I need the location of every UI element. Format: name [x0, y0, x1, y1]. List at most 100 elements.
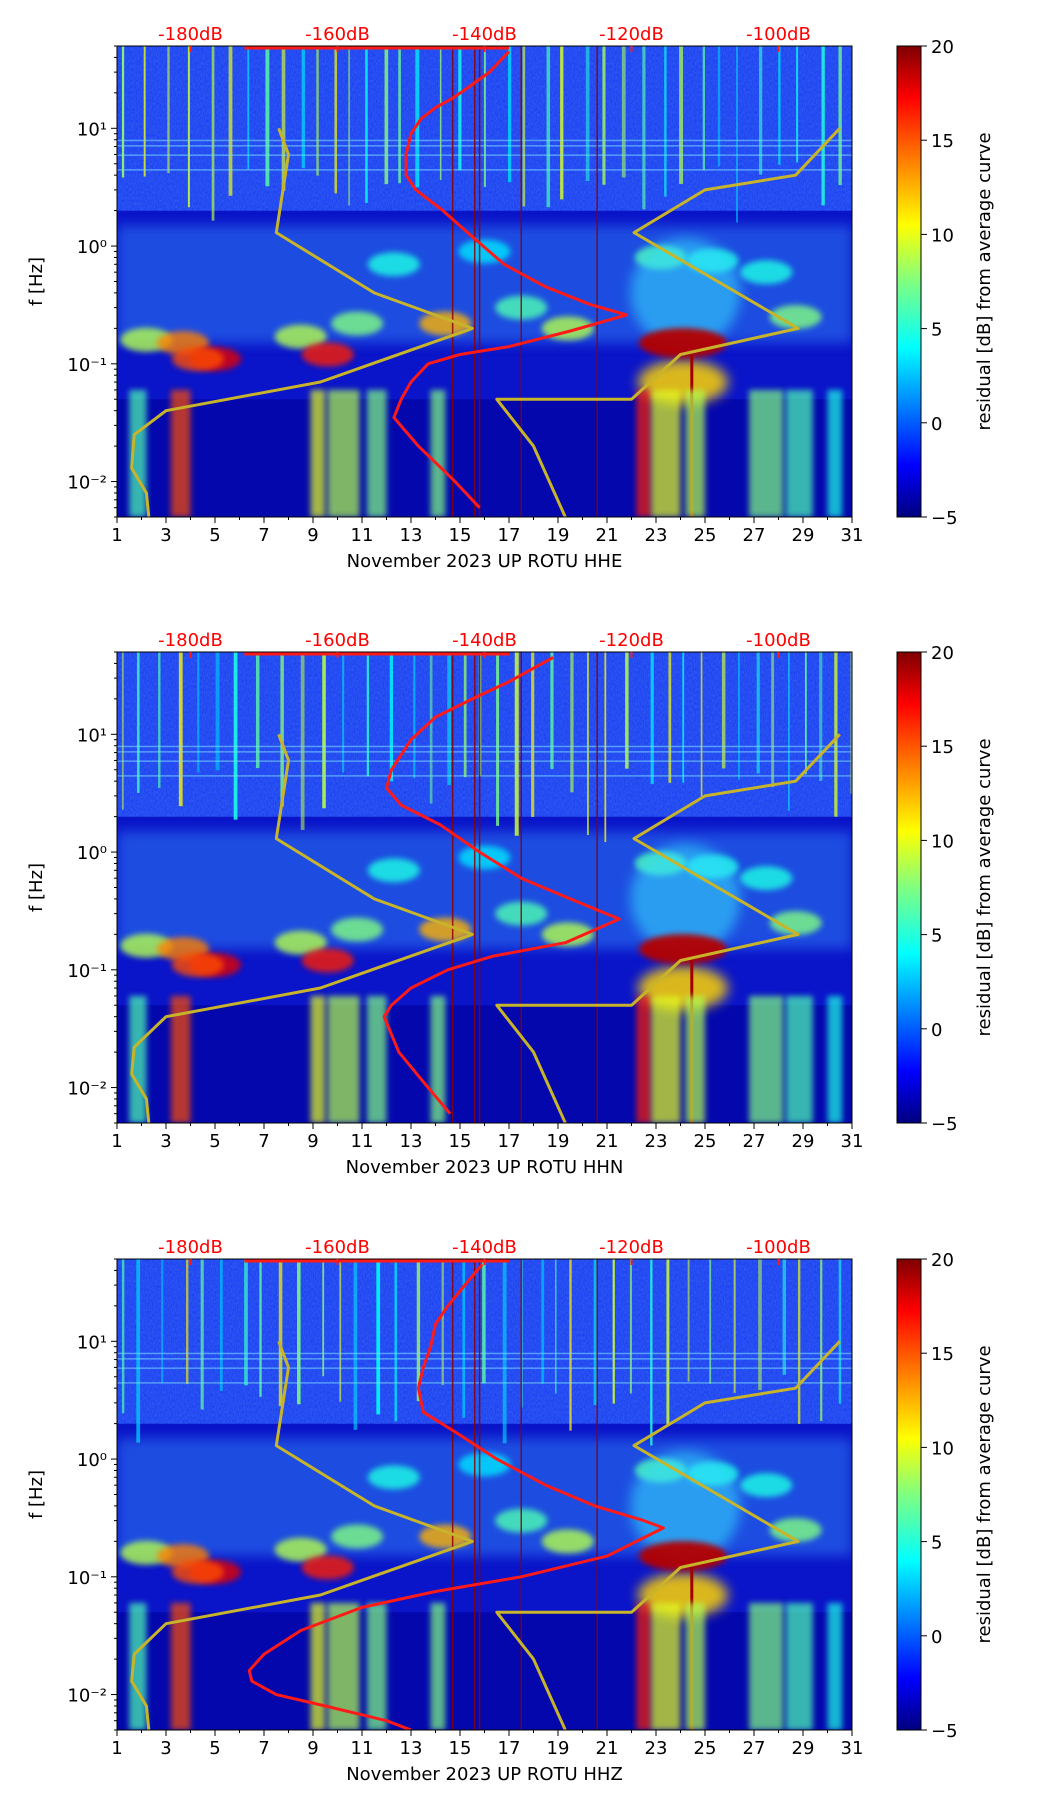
- heatmap-stripe: [187, 46, 190, 208]
- colorbar: [896, 651, 922, 1124]
- heatmap-stripe: [413, 652, 416, 778]
- heatmap-stripe: [717, 46, 721, 167]
- heatmap-low-event: [310, 1602, 326, 1730]
- heatmap-stripe: [821, 46, 825, 206]
- x-tick-label: 7: [258, 1131, 269, 1152]
- heatmap-low-event: [430, 1602, 446, 1730]
- spectrogram-panel-3: 1 3 5 7 9 11 13 15 17 19 21 23 25 27 29 3110⁻²10⁻¹10⁰10…: [26, 1237, 995, 1785]
- x-tick-label: 31: [841, 1738, 864, 1759]
- heatmap-blob: [419, 917, 472, 942]
- heatmap-low-event: [685, 995, 705, 1123]
- heatmap-stripe: [200, 1259, 204, 1410]
- heatmap-stripe: [502, 1259, 507, 1444]
- x-tick-label: 23: [645, 1131, 668, 1152]
- heatmap-stripe: [447, 652, 452, 786]
- heatmap-stripe: [629, 1259, 632, 1394]
- heatmap-stripe: [300, 652, 305, 830]
- heatmap-stripe: [496, 652, 500, 826]
- heatmap-stripe: [664, 46, 667, 197]
- x-tick-label: 1: [111, 1738, 122, 1759]
- heatmap-stripe: [439, 46, 442, 181]
- heatmap-stripe: [546, 46, 551, 208]
- heatmap-stripe: [666, 1259, 670, 1426]
- x-tick-label: 3: [160, 1131, 171, 1152]
- heatmap-stripe: [612, 1259, 615, 1404]
- y-axis-label: f [Hz]: [26, 1470, 47, 1519]
- spectrogram-image: [117, 652, 852, 1123]
- heatmap-low-event: [785, 389, 813, 517]
- x-tick-label: 15: [449, 1738, 472, 1759]
- y-tick-label: 10⁻¹: [67, 961, 107, 982]
- heatmap-blob: [740, 866, 793, 891]
- heatmap-blob: [367, 858, 420, 883]
- heatmap-stripe: [700, 652, 703, 797]
- heatmap-stripe: [621, 46, 626, 178]
- heatmap-low-event: [170, 995, 191, 1123]
- y-tick-label: 10⁰: [77, 843, 107, 864]
- heatmap-hline: [117, 745, 852, 748]
- heatmap-stripe: [342, 652, 345, 773]
- heatmap-stripe: [322, 652, 326, 809]
- x-tick-label: 9: [307, 1738, 318, 1759]
- heatmap-stripe: [389, 652, 394, 782]
- heatmap-low-event: [685, 1602, 705, 1730]
- x-tick-label: 7: [258, 1738, 269, 1759]
- heatmap-stripe: [255, 652, 260, 769]
- x-tick-label: 13: [400, 1131, 423, 1152]
- x-tick-label: 27: [743, 525, 766, 546]
- x-tick-label: 3: [160, 1738, 171, 1759]
- heatmap-low-event: [827, 1602, 843, 1730]
- noise-model-curve: [130, 1340, 474, 1730]
- heatmap-low-event: [327, 389, 360, 517]
- heatmap-blob: [171, 952, 224, 977]
- y-tick-label: 10⁰: [77, 237, 107, 258]
- heatmap-stripe: [625, 652, 629, 769]
- average-psd-curve: [392, 50, 629, 509]
- x-tick-label: 25: [694, 1131, 717, 1152]
- x-tick-label: 9: [307, 1131, 318, 1152]
- spectrogram-panel-1: 1 3 5 7 9 11 13 15 17 19 21 23 25 27 29 3110⁻²10⁻¹10⁰10…: [26, 24, 995, 572]
- heatmap-stripe: [394, 1259, 398, 1422]
- noise-model-curve: [495, 127, 841, 517]
- heatmap-hline: [117, 139, 852, 142]
- heatmap-stripe: [838, 1259, 842, 1404]
- heatmap-low-event: [785, 1602, 813, 1730]
- spectrogram-image: [117, 46, 852, 517]
- top-db-label: -140dB: [452, 24, 517, 45]
- heatmap-stripe: [736, 46, 738, 223]
- heatmap-low-band: [117, 1005, 852, 1123]
- heatmap-stripe: [197, 652, 200, 773]
- colorbar-tick-label: 5: [931, 926, 942, 947]
- heatmap-storm-halo: [630, 843, 741, 954]
- x-tick-label: 25: [694, 1738, 717, 1759]
- heatmap-hline: [117, 760, 852, 762]
- heatmap-stripe: [186, 1259, 189, 1385]
- heatmap-low-event: [749, 995, 784, 1123]
- heatmap-low-event: [749, 389, 784, 517]
- top-db-label: -100dB: [746, 1237, 811, 1258]
- heatmap-stripe: [247, 46, 250, 170]
- heatmap-stripe: [709, 1259, 712, 1384]
- spectrogram-panel-2: 1 3 5 7 9 11 13 15 17 19 21 23 25 27 29 3110⁻²10⁻¹10⁰10…: [26, 630, 995, 1178]
- heatmap-stripe: [121, 652, 124, 810]
- heatmap-blob: [171, 346, 224, 371]
- heatmap-stripe: [650, 1259, 653, 1446]
- heatmap-stripe: [280, 652, 284, 807]
- average-psd-curve: [382, 656, 621, 1115]
- heatmap-stripe: [721, 652, 726, 769]
- heatmap-low-event: [366, 995, 387, 1123]
- x-tick-label: 13: [400, 525, 423, 546]
- colorbar-tick-label: 10: [931, 831, 954, 852]
- y-tick-label: 10⁻¹: [67, 355, 107, 376]
- heatmap-low-event: [651, 1602, 681, 1730]
- heatmap-stripe: [384, 46, 389, 185]
- colorbar-label: residual [dB] from average curve: [974, 738, 995, 1036]
- heatmap-low-event: [636, 389, 652, 517]
- heatmap-stripe: [259, 1259, 262, 1397]
- top-db-label: -100dB: [746, 630, 811, 651]
- x-tick-label: 9: [307, 525, 318, 546]
- x-tick-label: 19: [547, 1131, 570, 1152]
- top-db-label: -160dB: [305, 1237, 370, 1258]
- heatmap-stripe: [178, 652, 183, 807]
- heatmap-low-event: [636, 1602, 652, 1730]
